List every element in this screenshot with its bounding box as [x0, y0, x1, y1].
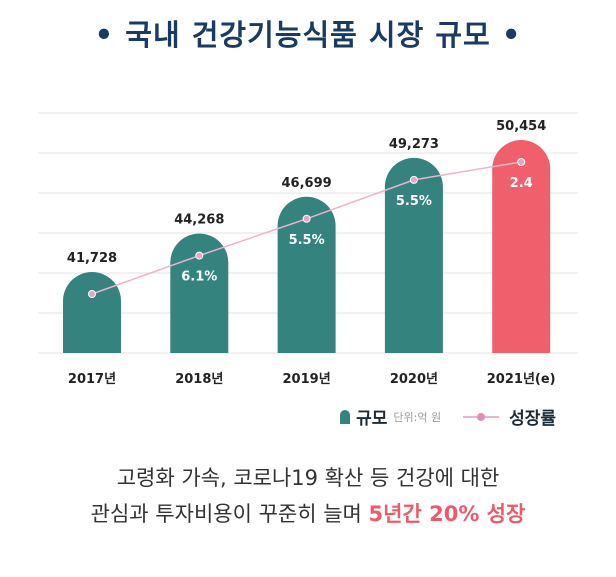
chart-title: • 국내 건강기능식품 시장 규모 •: [94, 18, 522, 52]
bar-value-label: 49,273: [389, 137, 439, 152]
caption-line-1: 고령화 가속, 코로나19 확산 등 건강에 대한: [116, 466, 500, 490]
category-label: 2021년(e): [487, 372, 556, 387]
growth-rate-label: 6.1%: [181, 270, 217, 285]
growth-point: [517, 158, 526, 166]
legend-unit: 단위:억 원: [393, 410, 442, 424]
legend: 규모 단위:억 원 성장률: [340, 404, 556, 429]
category-label: 2019년: [283, 372, 331, 387]
category-label: 2018년: [175, 372, 223, 387]
bar: [492, 140, 551, 353]
bar-value-label: 41,728: [67, 251, 117, 266]
category-label: 2020년: [390, 372, 438, 387]
growth-rate-label: 5.5%: [289, 233, 325, 248]
growth-rate-label: 5.5%: [396, 194, 432, 209]
growth-point: [88, 290, 96, 298]
growth-point: [409, 175, 418, 184]
caption-line-2: 관심과 투자비용이 꾸준히 늘며 5년간 20% 성장: [0, 496, 616, 532]
caption: 고령화 가속, 코로나19 확산 등 건강에 대한 관심과 투자비용이 꾸준히 …: [0, 460, 616, 532]
growth-point: [302, 214, 311, 223]
legend-line-label: 성장률: [509, 409, 556, 429]
bar-legend-swatch: [340, 409, 351, 424]
chart-area: 41,728 2017년 44,268 2018년 46,699 2019년 49,273 2…: [38, 112, 578, 387]
growth-rate-label: 2.4: [510, 176, 533, 191]
bar: [63, 272, 121, 353]
bar: [277, 196, 336, 353]
caption-highlight: 5년간 20% 성장: [368, 502, 526, 526]
bar-value-label: 50,454: [496, 119, 546, 134]
growth-point: [195, 251, 204, 260]
bar-value-label: 44,268: [174, 213, 224, 228]
line-legend-swatch: [463, 412, 500, 421]
legend-bar-label: 규모: [356, 409, 388, 429]
category-label: 2017년: [68, 372, 116, 387]
bar: [384, 157, 443, 353]
bar-value-label: 46,699: [282, 176, 332, 191]
caption-line-2-text: 관심과 투자비용이 꾸준히 늘며: [90, 502, 369, 526]
bar: [170, 233, 229, 353]
